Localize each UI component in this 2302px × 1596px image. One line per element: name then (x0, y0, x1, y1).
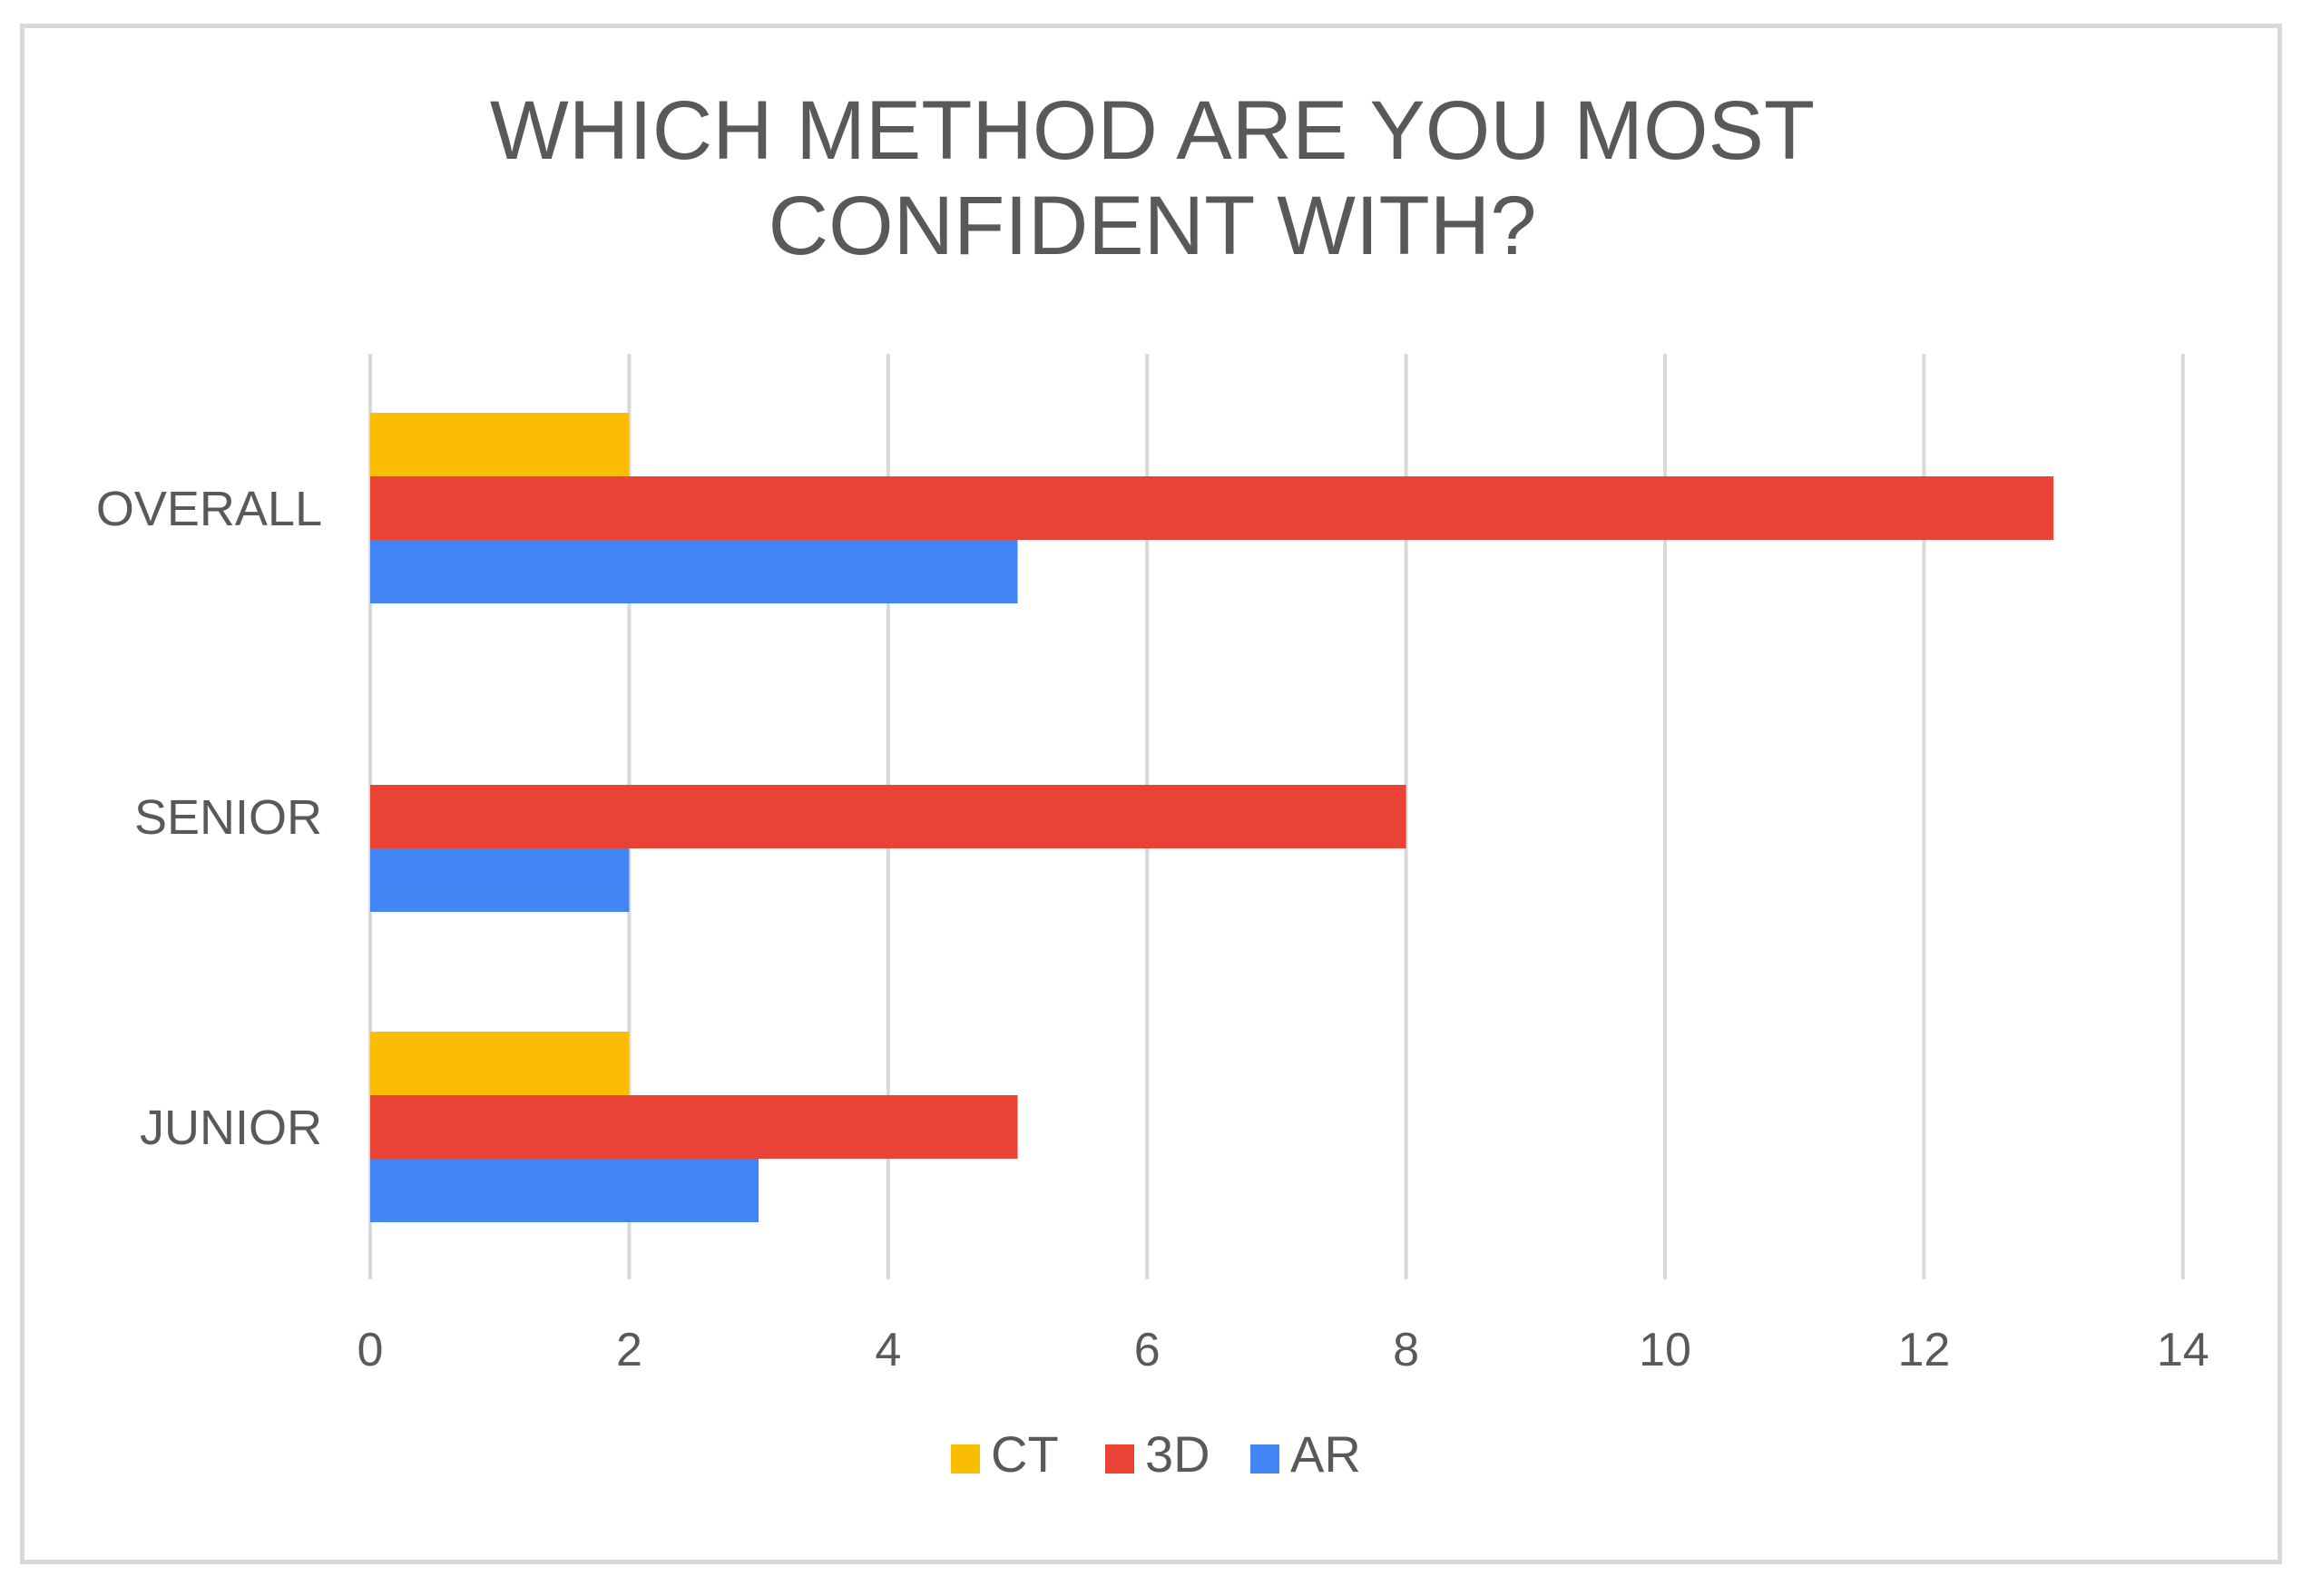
legend-label-ct: CT (991, 1425, 1059, 1483)
chart-title: WHICH METHOD ARE YOU MOST CONFIDENT WITH… (490, 84, 1815, 272)
bar-junior-3d (370, 1095, 1018, 1159)
x-tick-label-12: 12 (1897, 1324, 1950, 1376)
x-tick-label-10: 10 (1639, 1324, 1691, 1376)
legend-label-3d: 3D (1145, 1425, 1210, 1483)
x-tick-labels: 0 2 4 6 8 10 12 14 (358, 1324, 2209, 1376)
legend-swatch-ct (951, 1444, 980, 1474)
bar-overall-ct (370, 413, 630, 476)
legend-label-ar: AR (1290, 1425, 1361, 1483)
chart-title-line-2: CONFIDENT WITH? (769, 180, 1537, 272)
category-labels: OVERALL SENIOR JUNIOR (96, 482, 322, 1155)
bar-senior-ar (370, 848, 630, 912)
x-tick-label-0: 0 (358, 1324, 384, 1376)
bar-junior-ct (370, 1032, 630, 1095)
bar-senior-3d (370, 785, 1406, 848)
legend-swatch-ar (1250, 1444, 1279, 1474)
bar-overall-3d (370, 476, 2054, 540)
category-label-junior: JUNIOR (140, 1101, 322, 1155)
legend-swatch-3d (1105, 1444, 1134, 1474)
x-tick-label-2: 2 (616, 1324, 642, 1376)
category-label-senior: SENIOR (134, 790, 322, 845)
bars (370, 413, 2054, 1222)
x-tick-label-8: 8 (1393, 1324, 1419, 1376)
legend: CT 3D AR (951, 1425, 1361, 1483)
bar-junior-ar (370, 1159, 759, 1222)
bar-overall-ar (370, 540, 1018, 603)
category-label-overall: OVERALL (96, 482, 322, 536)
x-tick-label-14: 14 (2157, 1324, 2209, 1376)
chart-title-line-1: WHICH METHOD ARE YOU MOST (490, 84, 1815, 177)
x-tick-label-4: 4 (875, 1324, 901, 1376)
x-tick-label-6: 6 (1134, 1324, 1161, 1376)
